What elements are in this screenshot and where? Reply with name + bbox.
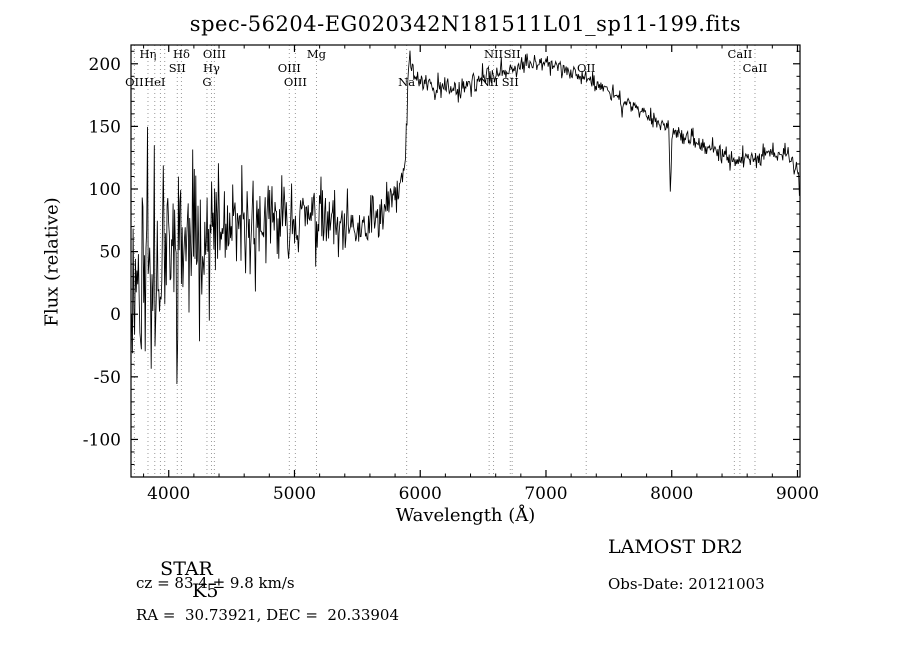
cz-value: cz = 83.4 ± 9.8 km/s (136, 574, 295, 592)
marker-label: Hδ (173, 47, 190, 61)
object-subclass: K5 (192, 580, 219, 602)
marker-label: Mg (307, 47, 327, 61)
x-tick-label: 6000 (399, 484, 442, 504)
y-tick-label: 200 (89, 55, 121, 75)
ra-dec-value: RA = 30.73921, DEC = 20.33904 (136, 606, 400, 624)
marker-label: OII (577, 61, 596, 75)
marker-label: SII (504, 47, 521, 61)
marker-label: Hγ (203, 61, 220, 75)
x-tick-label: 7000 (524, 484, 567, 504)
plot-frame (130, 44, 801, 478)
y-tick-label: 150 (89, 117, 121, 137)
marker-label: Hη (140, 47, 157, 61)
y-tick-label: 0 (110, 305, 121, 325)
x-tick-label: 4000 (147, 484, 190, 504)
marker-label: OIII (278, 61, 301, 75)
y-tick-label: -100 (83, 430, 121, 450)
marker-label: OIII (203, 47, 226, 61)
marker-label: NII (484, 47, 503, 61)
obs-date: Obs-Date: 20121003 (608, 575, 765, 593)
marker-label: OIII (284, 75, 307, 89)
y-tick-label: 50 (99, 243, 121, 263)
y-tick-label: -50 (94, 368, 121, 388)
marker-label: Na (398, 75, 415, 89)
x-tick-label: 9000 (776, 484, 819, 504)
marker-label: OII (125, 75, 144, 89)
y-tick-label: 100 (89, 180, 121, 200)
marker-label: SII (502, 75, 519, 89)
marker-label: HeI (144, 75, 165, 89)
x-axis-label: Wavelength (Å) (395, 505, 536, 526)
spectrum-line (131, 50, 800, 385)
marker-label: SII (169, 61, 186, 75)
classification-line: STAR K5 (136, 536, 218, 624)
marker-label: CaII (728, 47, 753, 61)
object-class: STAR (160, 558, 213, 580)
marker-label: CaII (743, 61, 768, 75)
x-tick-label: 5000 (273, 484, 316, 504)
survey-release-label: LAMOST DR2 (608, 536, 743, 558)
marker-label: G (202, 75, 211, 89)
x-tick-label: 8000 (650, 484, 693, 504)
plot-title: spec-56204-EG020342N181511L01_sp11-199.f… (189, 12, 742, 36)
